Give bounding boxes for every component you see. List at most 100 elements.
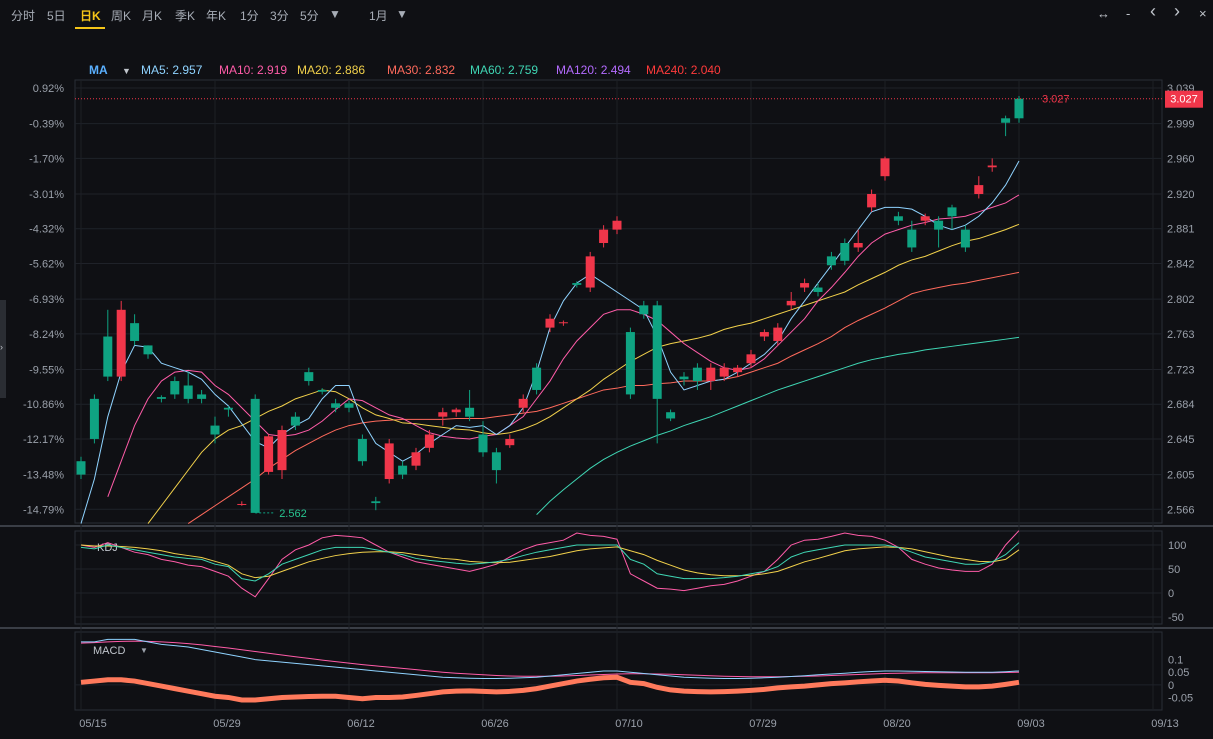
macd-tick-label: 0.1: [1168, 655, 1183, 667]
chevron-left-icon[interactable]: ‹: [1150, 1, 1156, 21]
x-tick-label: 07/10: [615, 718, 643, 730]
candle-body: [920, 216, 930, 221]
candle-body: [987, 165, 997, 168]
candle-body: [465, 407, 475, 417]
zoom-out-icon[interactable]: -: [1126, 6, 1131, 21]
candle-body: [183, 385, 193, 399]
candle-body: [250, 398, 260, 513]
expand-horizontal-icon[interactable]: ↔: [1097, 6, 1110, 21]
price-tick-label: 2.645: [1167, 434, 1195, 446]
candle-body: [170, 381, 180, 395]
price-tick-label: 2.723: [1167, 364, 1195, 376]
macd-label: MACD: [93, 645, 125, 657]
candle-body: [746, 354, 756, 364]
macd-thick-line: [80, 674, 1020, 703]
tab-period-6[interactable]: 年K: [206, 9, 227, 23]
candle-body: [143, 345, 153, 355]
price-tick-label: 2.881: [1167, 224, 1195, 236]
macd-tick-label: 0.05: [1168, 667, 1189, 679]
candle-body: [223, 407, 233, 410]
pct-tick-label: -1.70%: [29, 153, 64, 165]
candle-body: [679, 376, 689, 380]
tab-period-2[interactable]: 日K: [80, 9, 101, 23]
candle-body: [960, 229, 970, 248]
ma-legend-title: MA: [89, 63, 108, 77]
x-tick-label: 09/03: [1017, 718, 1045, 730]
candle-body: [585, 256, 595, 288]
ma-legend-item: MA5: 2.957: [141, 63, 203, 77]
last-price-tag: [1165, 90, 1203, 108]
candle-body: [666, 412, 676, 419]
price-tick-label: 2.999: [1167, 119, 1195, 131]
candle-body: [558, 322, 568, 324]
candle-body: [371, 501, 381, 504]
x-tick-label: 06/26: [481, 718, 509, 730]
low-annotation-label: 2.562: [279, 508, 307, 520]
ma-legend-item: MA10: 2.919: [219, 63, 287, 77]
side-panel-handle[interactable]: ›: [0, 300, 6, 398]
pct-tick-label: -8.24%: [29, 329, 64, 341]
candle-body: [130, 323, 140, 341]
ma60-line: [536, 336, 1020, 516]
candle-body: [384, 443, 394, 480]
kdj-tick-label: 0: [1168, 588, 1174, 600]
candle-body: [116, 309, 126, 377]
kdj-j-line: [80, 530, 1020, 598]
chevron-right-icon: ›: [0, 342, 3, 352]
price-tick-label: 2.960: [1167, 153, 1195, 165]
tab-period-8[interactable]: 3分: [270, 9, 289, 23]
candle-body: [89, 398, 99, 439]
candle-body: [438, 412, 448, 417]
pct-tick-label: -10.86%: [23, 399, 64, 411]
candle-body: [357, 438, 367, 462]
x-tick-label: 05/15: [79, 718, 107, 730]
ma-legend-dropdown-icon: ▼: [122, 66, 131, 76]
range-dropdown-chevron-icon[interactable]: ▼: [396, 7, 408, 21]
candle-body: [639, 305, 649, 315]
candle-body: [599, 229, 609, 243]
range-selector[interactable]: 1月: [369, 9, 388, 23]
close-icon[interactable]: ×: [1199, 6, 1207, 21]
pct-tick-label: -13.48%: [23, 470, 64, 482]
candle-body: [264, 436, 274, 472]
period-toolbar: 分时 5日 日K 周K 月K 季K 年K 1分 3分 5分 ▼ 1月 ▼ ↔ - ‹ › ×: [0, 0, 1213, 30]
candle-body: [545, 318, 555, 328]
candle-body: [625, 332, 635, 395]
tab-period-5[interactable]: 季K: [175, 9, 196, 23]
pct-tick-label: -14.79%: [23, 504, 64, 516]
price-tick-label: 2.684: [1167, 399, 1195, 411]
candle-body: [478, 434, 488, 453]
ma20-line: [147, 223, 1020, 524]
kdj-d-line: [80, 544, 1020, 579]
kdj-k-line: [80, 542, 1020, 582]
candle-body: [237, 503, 247, 505]
tab-period-4[interactable]: 月K: [142, 9, 163, 23]
tab-period-7[interactable]: 1分: [240, 9, 259, 23]
candle-body: [786, 300, 796, 306]
candle-body: [451, 409, 461, 413]
candle-body: [893, 216, 903, 221]
candle-body: [532, 367, 542, 390]
candle-body: [424, 434, 434, 448]
candle-body: [880, 158, 890, 177]
last-price-tag-text: 3.027: [1170, 94, 1198, 106]
candle-body: [840, 242, 850, 261]
active-tab-underline: [75, 27, 105, 29]
x-tick-label: 07/29: [749, 718, 777, 730]
candle-body: [612, 220, 622, 230]
price-tick-label: 2.842: [1167, 258, 1195, 270]
minute-dropdown-chevron-icon[interactable]: ▼: [329, 7, 341, 21]
chevron-right-icon[interactable]: ›: [1174, 1, 1180, 21]
macd-tick-label: 0: [1168, 680, 1174, 692]
price-tick-label: 2.802: [1167, 294, 1195, 306]
tab-period-0[interactable]: 分时: [11, 9, 36, 23]
x-tick-label: 05/29: [213, 718, 241, 730]
ma10-line: [107, 194, 1020, 498]
x-tick-label: 09/13: [1151, 718, 1179, 730]
candle-body: [317, 389, 327, 392]
tab-period-3[interactable]: 周K: [111, 9, 132, 23]
tab-period-1[interactable]: 5日: [47, 9, 66, 23]
tab-period-9[interactable]: 5分: [300, 9, 319, 23]
ma-legend-item: MA30: 2.832: [387, 63, 455, 77]
